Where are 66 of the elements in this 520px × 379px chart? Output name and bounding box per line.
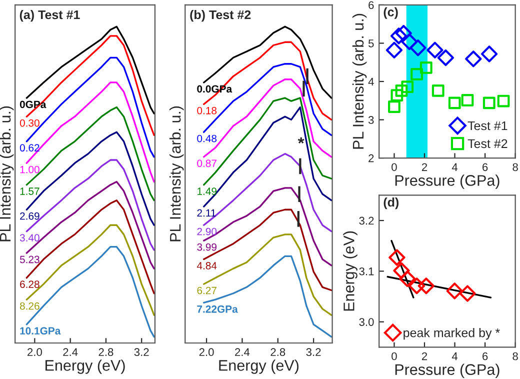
series-label: 6.27 [197,286,216,294]
series-label: 2.11 [197,209,216,217]
series-label: 0.48 [197,134,217,142]
annotation: * [298,137,304,144]
x-tick-label: 3.2 [306,348,321,356]
y-axis-title: Energy (eV) [343,231,358,311]
annotation: | [297,211,300,227]
y-tick-label: 3.0 [359,318,374,326]
x-tick-label: 2.4 [235,348,250,356]
series-label: 7.22GPa [197,305,238,313]
y-tick-label: 4 [368,78,374,86]
x-tick-label: 2.4 [63,348,78,356]
y-tick-label: 3.2 [359,216,374,225]
x-tick-label: 6 [482,352,488,360]
x-tick-label: 8 [512,352,518,360]
x-tick-label: 4 [452,352,458,360]
y-axis-title: PL Intensity (arb. u.) [352,14,367,149]
x-tick-label: 0 [392,352,397,360]
y-tick-label: 5 [368,40,374,48]
series-label: 0.87 [197,160,216,168]
series-label: 6.28 [20,280,40,288]
x-tick-label: 2 [422,352,428,360]
legend-label: Test #1 [468,121,508,130]
x-tick-label: 2.0 [28,348,42,356]
x-tick-label: 6 [482,163,488,172]
legend-label: Test #2 [468,139,508,148]
series-label: 4.84 [196,262,217,270]
series-label: 2.69 [20,212,40,220]
y-tick-label: 3.1 [359,267,374,276]
y-tick-label: 2 [368,154,374,162]
annotation: | [302,80,305,97]
series-label: 3.99 [197,243,216,251]
x-axis-title: Pressure (GPa) [395,174,500,189]
x-axis-title: Pressure (GPa) [395,364,500,378]
legend-label: peak marked by * [404,328,500,340]
chart-title: (a) Test #1 [20,10,80,22]
annotation: | [306,68,308,84]
x-tick-label: 2.8 [98,348,114,356]
y-axis-title: PL Intensity (arb. u.) [169,106,184,242]
annotation: | [299,158,302,174]
x-tick-label: 8 [512,163,518,172]
series-label: 0.18 [197,106,217,114]
annotation: | [298,186,300,202]
x-tick-label: 2 [422,163,428,171]
y-tick-label: 6 [368,1,374,10]
series-label: 8.26 [20,302,40,310]
x-tick-label: 0 [392,163,397,172]
series-label: 1.49 [198,188,216,195]
series-label: 10.1GPa [20,327,61,335]
x-tick-label: 3.2 [134,348,149,356]
series-label: 2.90 [197,228,217,236]
x-axis-title: Energy (eV) [219,360,299,374]
chart-title: (b) Test #2 [190,10,251,22]
x-axis-title: Energy (eV) [46,360,125,374]
chart-title: (c) [384,7,398,19]
series-label: 5.23 [20,256,40,264]
y-tick-label: 3 [368,116,374,124]
chart-title: (d) [384,197,399,210]
series-label: 0.62 [20,144,40,152]
series-label: 0.30 [20,119,40,127]
series-label: 1.57 [20,188,40,195]
series-label: 1.00 [20,166,40,174]
series-label: 3.40 [20,234,40,242]
x-tick-label: 2.8 [270,348,286,356]
x-tick-label: 4 [452,163,458,171]
x-tick-label: 2.0 [199,348,214,356]
